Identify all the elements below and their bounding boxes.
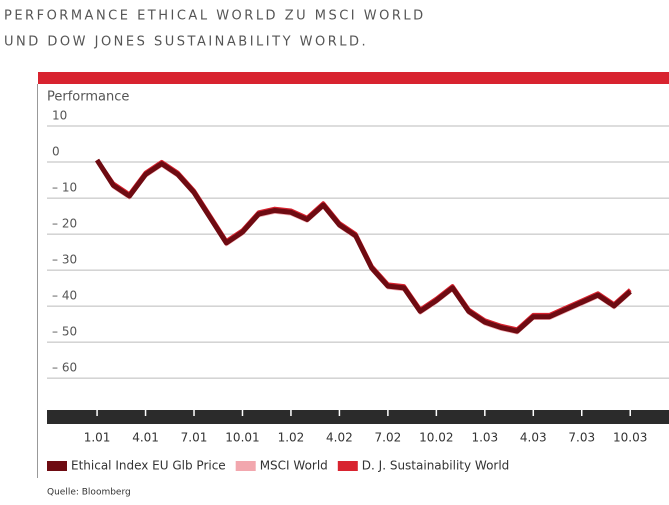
legend-label: MSCI World: [260, 459, 328, 473]
y-tick-label: 0: [52, 145, 60, 159]
y-tick-label: – 20: [52, 217, 77, 231]
x-tick-label: 7.03: [568, 431, 595, 445]
y-tick-label: – 40: [52, 289, 77, 303]
y-tick-label: – 30: [52, 253, 77, 267]
y-tick-label: – 10: [52, 181, 77, 195]
y-tick-label: 10: [52, 109, 67, 123]
chart-subtitle: UND DOW JONES SUSTAINABILITY WORLD.: [4, 35, 368, 50]
line-series: [95, 158, 632, 332]
source: Quelle: Bloomberg: [47, 488, 131, 498]
legend-swatch: [337, 461, 358, 471]
x-tick-label: 4.02: [326, 431, 353, 445]
x-tick-label: 7.02: [375, 431, 402, 445]
y-tick-label: – 50: [52, 325, 77, 339]
x-tick-label: 10.01: [225, 431, 259, 445]
legend-swatch: [235, 461, 256, 471]
x-tick-label: 4.03: [520, 431, 547, 445]
x-axis-bar: [47, 410, 669, 424]
y-axis-label: Performance: [47, 90, 129, 105]
chart-title: PERFORMANCE ETHICAL WORLD ZU MSCI WORLD: [4, 9, 426, 24]
x-tick-label: 1.01: [84, 431, 111, 445]
legend-label: D. J. Sustainability World: [362, 459, 510, 473]
line-series: [94, 158, 632, 334]
x-tick-label: 1.02: [278, 431, 305, 445]
y-tick-label: – 60: [52, 361, 77, 375]
x-tick-label: 4.01: [132, 431, 159, 445]
legend-label: Ethical Index EU Glb Price: [71, 459, 226, 473]
x-tick-label: 1.03: [471, 431, 498, 445]
legend-swatch: [47, 461, 67, 471]
x-tick-label: 7.01: [181, 431, 208, 445]
x-tick-label: 10.02: [419, 431, 453, 445]
header-bar: [38, 72, 669, 84]
x-tick-label: 10.03: [613, 431, 647, 445]
